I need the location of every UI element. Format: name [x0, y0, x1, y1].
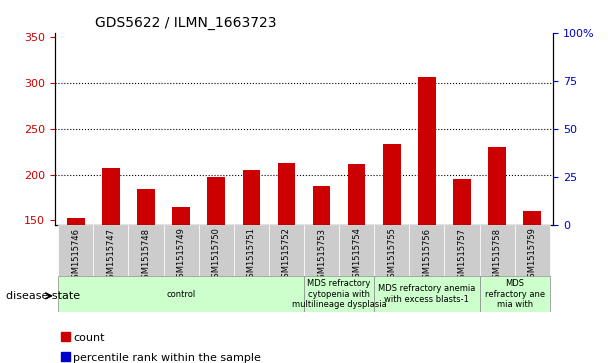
Bar — [137, 189, 155, 358]
Text: GSM1515758: GSM1515758 — [492, 228, 502, 284]
FancyBboxPatch shape — [58, 276, 304, 312]
Bar — [278, 163, 295, 358]
Bar — [418, 77, 436, 358]
FancyBboxPatch shape — [514, 225, 550, 276]
Text: GSM1515753: GSM1515753 — [317, 228, 326, 284]
Bar — [207, 178, 225, 358]
FancyBboxPatch shape — [58, 225, 94, 276]
FancyBboxPatch shape — [409, 225, 444, 276]
Text: GSM1515752: GSM1515752 — [282, 228, 291, 284]
Bar — [348, 164, 365, 358]
Text: GSM1515747: GSM1515747 — [106, 228, 116, 284]
Bar — [172, 207, 190, 358]
FancyBboxPatch shape — [128, 225, 164, 276]
Text: control: control — [167, 290, 196, 298]
FancyBboxPatch shape — [304, 225, 339, 276]
Bar — [453, 179, 471, 358]
FancyBboxPatch shape — [374, 276, 480, 312]
Text: GSM1515748: GSM1515748 — [142, 228, 151, 284]
FancyBboxPatch shape — [234, 225, 269, 276]
FancyBboxPatch shape — [164, 225, 199, 276]
Text: GSM1515757: GSM1515757 — [457, 228, 466, 284]
Bar — [313, 185, 330, 358]
Text: GSM1515750: GSM1515750 — [212, 228, 221, 284]
Bar — [523, 211, 541, 358]
FancyBboxPatch shape — [94, 225, 128, 276]
FancyBboxPatch shape — [374, 225, 409, 276]
Text: MDS
refractory ane
mia with: MDS refractory ane mia with — [485, 279, 545, 309]
Text: disease state: disease state — [6, 291, 80, 301]
Text: MDS refractory
cytopenia with
multilineage dysplasia: MDS refractory cytopenia with multilinea… — [292, 279, 387, 309]
FancyBboxPatch shape — [269, 225, 304, 276]
Text: GSM1515756: GSM1515756 — [423, 228, 432, 284]
Text: GSM1515749: GSM1515749 — [176, 228, 185, 284]
FancyBboxPatch shape — [304, 276, 374, 312]
FancyBboxPatch shape — [339, 225, 374, 276]
Bar — [243, 170, 260, 358]
FancyBboxPatch shape — [199, 225, 234, 276]
Text: count: count — [73, 333, 105, 343]
Bar — [383, 143, 401, 358]
FancyBboxPatch shape — [480, 276, 550, 312]
Text: GSM1515755: GSM1515755 — [387, 228, 396, 284]
Text: GSM1515759: GSM1515759 — [528, 228, 537, 284]
Text: percentile rank within the sample: percentile rank within the sample — [73, 353, 261, 363]
Bar — [67, 218, 85, 358]
FancyBboxPatch shape — [444, 225, 480, 276]
Text: GDS5622 / ILMN_1663723: GDS5622 / ILMN_1663723 — [95, 16, 276, 30]
Text: GSM1515754: GSM1515754 — [352, 228, 361, 284]
FancyBboxPatch shape — [480, 225, 514, 276]
Bar — [488, 147, 506, 358]
Text: MDS refractory anemia
with excess blasts-1: MDS refractory anemia with excess blasts… — [378, 284, 475, 304]
Text: GSM1515751: GSM1515751 — [247, 228, 256, 284]
Text: GSM1515746: GSM1515746 — [71, 228, 80, 284]
Bar — [102, 168, 120, 358]
